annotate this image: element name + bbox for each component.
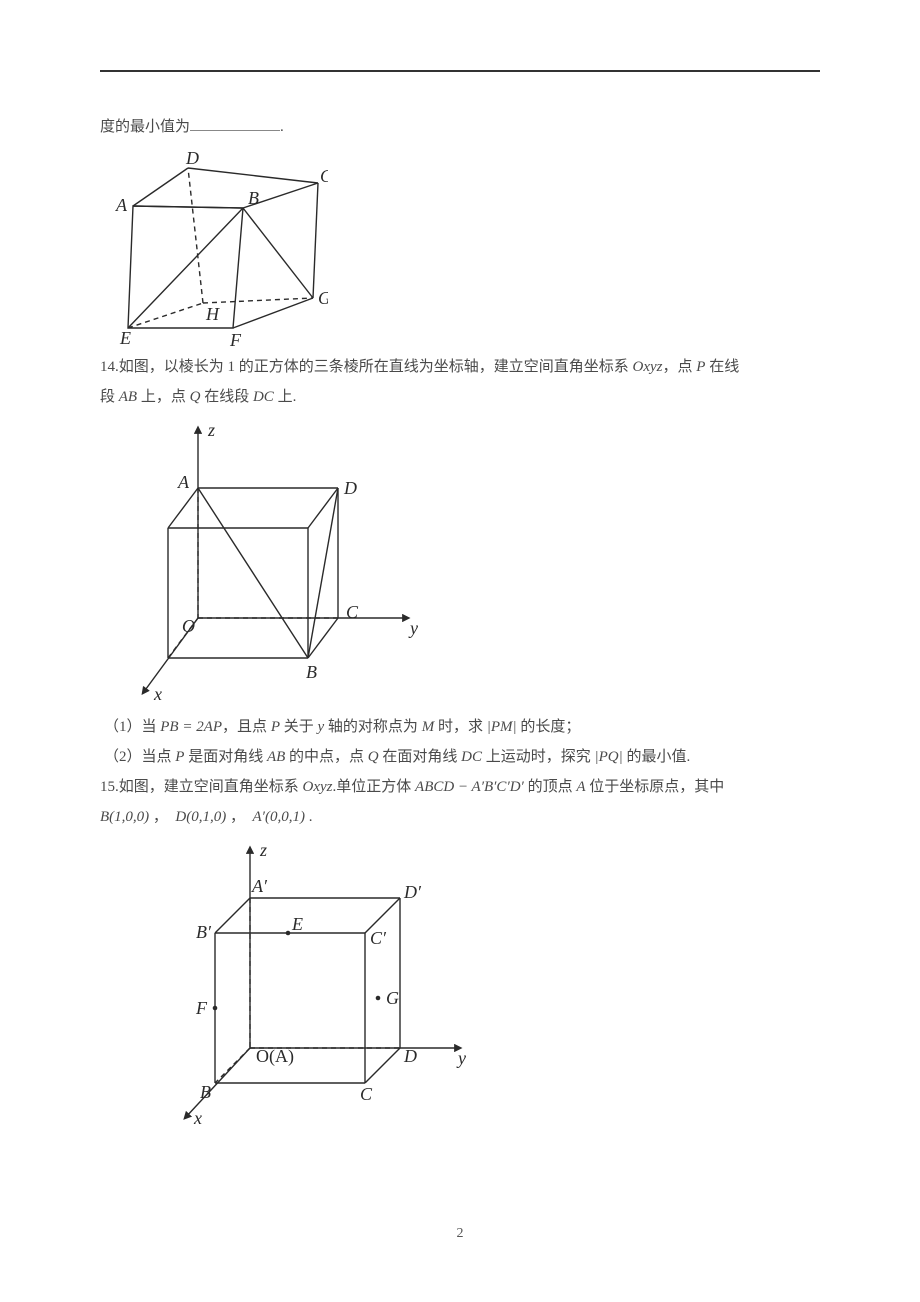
fig2-label-z: z <box>207 420 215 440</box>
fig1-label-F: F <box>229 330 242 348</box>
fig3-label-Dp: D′ <box>403 882 422 902</box>
q14-part1-a: （1）当 <box>104 719 160 735</box>
q14-line2-d: 上. <box>274 389 297 405</box>
figure-1: D C A B E F G H <box>108 148 820 348</box>
q14-oxyz: Oxyz <box>633 359 663 375</box>
fig1-label-B: B <box>248 188 259 208</box>
fig3-label-B: B <box>200 1082 211 1102</box>
fig2-label-O: O <box>182 616 195 636</box>
q14-intro-a: 14.如图，以棱长为 1 的正方体的三条棱所在直线为坐标轴，建立空间直角坐标系 <box>100 359 633 375</box>
fig1-label-D: D <box>185 148 199 168</box>
q14-AB: AB <box>119 389 137 405</box>
fig1-label-H: H <box>205 304 220 324</box>
q14-line2-a: 段 <box>100 389 119 405</box>
fig2-label-C: C <box>346 602 359 622</box>
q15-line1: 15.如图，建立空间直角坐标系 Oxyz.单位正方体 ABCD − A′B′C′… <box>100 772 820 802</box>
fig1-label-G: G <box>318 288 328 308</box>
q14-part2: （2）当点 P 是面对角线 AB 的中点，点 Q 在面对角线 DC 上运动时，探… <box>100 742 820 772</box>
q14-part2-a: （2）当点 <box>104 749 175 765</box>
q14-DC2: DC <box>461 749 482 765</box>
q14-part1-c: 关于 <box>280 719 318 735</box>
fig3-label-F: F <box>195 998 208 1018</box>
q14-eq1: PB = 2AP <box>160 719 222 735</box>
q15-B: B(1,0,0) <box>100 809 149 825</box>
q15-intro-c: 的顶点 <box>524 779 577 795</box>
q14-DC: DC <box>253 389 274 405</box>
q14-part2-d: 在面对角线 <box>379 749 462 765</box>
q14-line2-b: 上，点 <box>137 389 190 405</box>
fig2-label-A: A <box>177 472 190 492</box>
q14-Q: Q <box>190 389 201 405</box>
figure-2-svg: z y x A D O C B <box>128 418 428 708</box>
fig2-label-D: D <box>343 478 357 498</box>
q14-M: M <box>422 719 435 735</box>
q14-intro-b: ，点 <box>663 359 697 375</box>
q15-line2: B(1,0,0) ， D(0,1,0) ， A′(0,0,1) . <box>100 802 820 832</box>
q15-period: . <box>305 809 313 825</box>
blank-fill <box>190 116 280 131</box>
fig3-label-Cp: C′ <box>370 928 387 948</box>
fig2-label-x: x <box>153 684 162 704</box>
figure-1-svg: D C A B E F G H <box>108 148 328 348</box>
top-rule <box>100 70 820 72</box>
fig3-label-x: x <box>193 1108 202 1128</box>
q14-Q2: Q <box>368 749 379 765</box>
fig2-label-B: B <box>306 662 317 682</box>
q15-intro-d: 位于坐标原点，其中 <box>586 779 725 795</box>
q14-P2: P <box>271 719 280 735</box>
fig3-label-D: D <box>403 1046 417 1066</box>
fig1-label-E: E <box>119 328 131 348</box>
prev-line: 度的最小值为. <box>100 112 820 142</box>
q15-c1: ， <box>149 809 168 825</box>
q15-A: A <box>576 779 585 795</box>
q15-Ap: A′(0,0,1) <box>253 809 305 825</box>
q15-c2: ， <box>226 809 245 825</box>
q14-PQ: |PQ| <box>595 749 623 765</box>
page: 度的最小值为. <box>0 0 920 1302</box>
figure-3-svg: z y x A′ D′ B′ C′ F E G O(A) D B C <box>160 838 480 1128</box>
fig3-label-G: G <box>386 988 399 1008</box>
q14-part1-d: 轴的对称点为 <box>324 719 422 735</box>
q14-line1: 14.如图，以棱长为 1 的正方体的三条棱所在直线为坐标轴，建立空间直角坐标系 … <box>100 352 820 382</box>
q14-line2: 段 AB 上，点 Q 在线段 DC 上. <box>100 382 820 412</box>
figure-3: z y x A′ D′ B′ C′ F E G O(A) D B C <box>160 838 820 1128</box>
fig3-label-y: y <box>456 1048 466 1068</box>
q14-part2-f: 的最小值. <box>623 749 691 765</box>
prev-line-text: 度的最小值为 <box>100 119 190 135</box>
fig2-label-y: y <box>408 618 418 638</box>
fig3-label-E: E <box>291 914 303 934</box>
q14-part2-b: 是面对角线 <box>184 749 267 765</box>
fig1-label-A: A <box>115 195 128 215</box>
q14-PM: |PM| <box>487 719 517 735</box>
q14-intro-c: 在线 <box>705 359 739 375</box>
q15-D: D(0,1,0) <box>175 809 226 825</box>
fig3-label-OA: O(A) <box>256 1046 294 1067</box>
q15-oxyz: Oxyz <box>303 779 333 795</box>
q14-part1-e: 时，求 <box>434 719 487 735</box>
fig3-label-Ap: A′ <box>251 876 268 896</box>
q14-AB2: AB <box>267 749 285 765</box>
q15-intro-b: .单位正方体 <box>333 779 416 795</box>
prev-line-period: . <box>280 119 284 135</box>
q15-intro-a: 15.如图，建立空间直角坐标系 <box>100 779 303 795</box>
q14-part1: （1）当 PB = 2AP，且点 P 关于 y 轴的对称点为 M 时，求 |PM… <box>100 712 820 742</box>
fig3-label-C: C <box>360 1084 373 1104</box>
figure-2: z y x A D O C B <box>128 418 820 708</box>
fig1-label-C: C <box>320 166 328 186</box>
q14-part1-b: ，且点 <box>222 719 271 735</box>
q15-solid: ABCD − A′B′C′D′ <box>415 779 524 795</box>
page-number: 2 <box>0 1226 920 1242</box>
q14-line2-c: 在线段 <box>200 389 253 405</box>
fig3-label-Bp: B′ <box>196 922 212 942</box>
q14-part1-f: 的长度； <box>517 719 581 735</box>
q14-part2-c: 的中点，点 <box>285 749 368 765</box>
fig3-label-z: z <box>259 840 267 860</box>
q14-part2-e: 上运动时，探究 <box>482 749 595 765</box>
